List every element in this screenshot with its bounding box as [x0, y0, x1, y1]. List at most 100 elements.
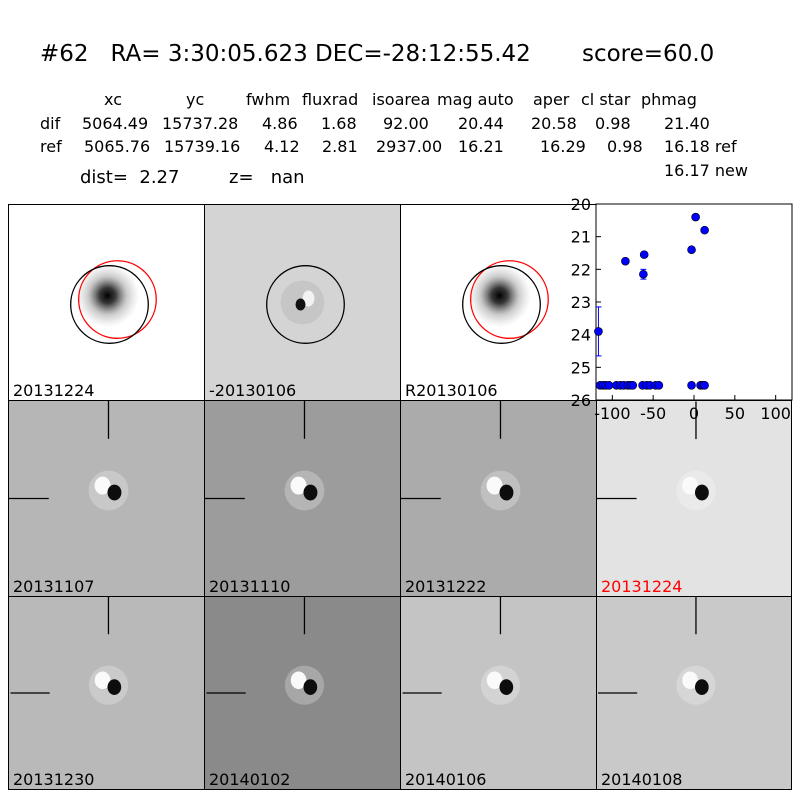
y-tick-label: 24: [571, 326, 591, 345]
col-header-cl-star: cl star: [581, 90, 631, 109]
table-cell: 92.00: [383, 114, 429, 133]
table-cell: 4.86: [262, 114, 298, 133]
stamp-image: [402, 597, 521, 705]
stamp-date-label: 20140106: [405, 770, 487, 789]
y-tick-label: 22: [571, 260, 591, 279]
dist-value: dist= 2.27: [80, 167, 180, 188]
table-cell: 16.18 ref: [664, 137, 737, 156]
negative-residual: [694, 679, 709, 695]
negative-residual: [295, 298, 306, 311]
col-header-yc: yc: [186, 90, 205, 109]
table-cell: 0.98: [607, 137, 643, 156]
row-label-dif: dif: [40, 114, 61, 133]
stamp-date-label: 20131110: [209, 577, 291, 596]
dif-aperture-circle: [266, 265, 345, 344]
y-tick-label: 20: [571, 195, 591, 214]
stamp-panel: 20140106: [400, 596, 597, 790]
stamp-date-label: 20140108: [601, 770, 683, 789]
stamp-panel: R20130106: [400, 204, 597, 401]
row-label-ref: ref: [40, 137, 62, 156]
stamp-panel: 20131222: [400, 400, 597, 597]
data-point: [621, 256, 630, 266]
ra-value: RA= 3:30:05.623: [110, 41, 308, 67]
table-cell: 21.40: [664, 114, 710, 133]
table-cell: 0.98: [595, 114, 631, 133]
table-cell: 2937.00: [376, 137, 443, 156]
negative-residual: [303, 484, 318, 501]
stamp-image: [266, 265, 345, 344]
stamp-image: [10, 597, 129, 705]
positive-residual: [290, 671, 307, 690]
positive-residual: [682, 476, 698, 495]
stamp-panel: 20140102: [204, 596, 401, 790]
stamp-image: [597, 401, 716, 511]
positive-residual: [290, 476, 307, 495]
candidate-id: #62: [40, 41, 89, 67]
stamp-date-label: -20130106: [209, 381, 297, 400]
negative-residual: [499, 679, 514, 695]
stamp-image: [70, 260, 157, 344]
table-cell: 20.44: [458, 114, 504, 133]
stamp-panel: 20131107: [8, 400, 205, 597]
x-tick-label: -100: [594, 404, 630, 423]
data-point: [594, 327, 603, 336]
score-value: score=60.0: [581, 41, 715, 67]
stamp-panel: -20130106: [204, 204, 401, 401]
candidate-title: #62 RA= 3:30:05.623 DEC=-28:12:55.42 sco…: [40, 41, 714, 67]
col-header-phmag: phmag: [641, 90, 697, 109]
stamp-image: [9, 401, 129, 511]
stamp-panel: 20131224: [8, 204, 205, 401]
positive-residual: [682, 671, 698, 690]
y-tick-label: 21: [571, 228, 591, 247]
dec-value: DEC=-28:12:55.42: [315, 41, 531, 67]
stamp-date-label: 20140102: [209, 770, 291, 789]
table-cell: 16.21: [458, 137, 504, 156]
x-tick-label: 100: [760, 404, 791, 423]
negative-residual: [107, 679, 122, 695]
ref-aperture-circle: [77, 260, 157, 339]
negative-residual: [499, 484, 514, 501]
y-tick-label: 23: [571, 293, 591, 312]
stamp-date-label: 20131107: [13, 577, 95, 596]
data-point: [691, 212, 700, 222]
stamp-date-label: 20131224: [601, 577, 683, 596]
data-point: [700, 381, 709, 390]
negative-residual: [107, 484, 122, 501]
col-header-xc: xc: [104, 90, 122, 109]
data-point: [639, 269, 648, 279]
table-cell: 15739.16: [164, 137, 241, 156]
table-cell: 5065.76: [84, 137, 151, 156]
positive-residual: [94, 476, 111, 495]
y-tick-label: 26: [571, 391, 591, 410]
dif-aperture-circle: [462, 265, 541, 344]
source-blob: [75, 263, 140, 328]
negative-residual: [303, 679, 318, 695]
data-point: [654, 381, 664, 390]
stamp-date-label: 20131230: [13, 770, 95, 789]
col-header-fwhm: fwhm: [246, 90, 291, 109]
stamp-panel: 20131110: [204, 400, 401, 597]
positive-residual: [486, 476, 503, 495]
data-point: [700, 225, 709, 235]
table-cell: 1.68: [321, 114, 357, 133]
col-header-aper: aper: [533, 90, 570, 109]
col-header-mag-auto: mag auto: [437, 90, 514, 109]
dif-aperture-circle: [70, 265, 149, 344]
data-point: [687, 381, 696, 390]
positive-residual: [486, 671, 503, 690]
stamp-panel: 20131224: [596, 400, 792, 597]
x-tick-label: 50: [725, 404, 745, 423]
light-curve-plot: 20 21 22 23 24 25 26 -100 -50 0 50 100: [571, 195, 793, 423]
stamp-image: [598, 597, 716, 705]
col-header-fluxrad: fluxrad: [302, 90, 359, 109]
x-tick-label: 0: [689, 404, 699, 423]
data-point: [639, 250, 649, 259]
table-cell: 20.58: [531, 114, 577, 133]
table-cell: 16.29: [540, 137, 586, 156]
stamp-image: [401, 401, 521, 511]
phmag-new-value: 16.17 new: [664, 161, 748, 180]
stamp-panel: 20140108: [596, 596, 792, 790]
stamp-date-label: 20131224: [13, 381, 95, 400]
positive-residual: [94, 671, 111, 690]
data-point: [604, 381, 614, 390]
